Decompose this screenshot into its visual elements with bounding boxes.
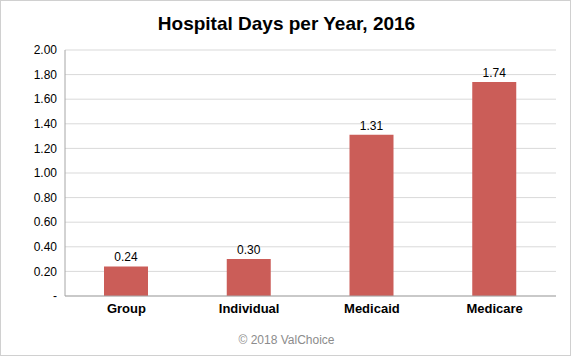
svg-text:1.80: 1.80 — [34, 68, 58, 82]
svg-text:Medicaid: Medicaid — [344, 301, 400, 316]
svg-text:-: - — [53, 289, 57, 303]
svg-text:0.30: 0.30 — [237, 243, 261, 257]
svg-text:0.80: 0.80 — [34, 191, 58, 205]
svg-text:1.00: 1.00 — [34, 166, 58, 180]
svg-text:Individual: Individual — [219, 301, 280, 316]
svg-text:1.60: 1.60 — [34, 92, 58, 106]
svg-text:1.40: 1.40 — [34, 117, 58, 131]
svg-text:Group: Group — [107, 301, 146, 316]
svg-text:1.20: 1.20 — [34, 142, 58, 156]
svg-text:0.60: 0.60 — [34, 215, 58, 229]
svg-text:1.31: 1.31 — [360, 119, 384, 133]
html-text:© 2018 ValChoice: © 2018 ValChoice — [238, 333, 335, 347]
html-text:Hospital Days per Year, 2016: Hospital Days per Year, 2016 — [157, 13, 416, 34]
svg-text:1.74: 1.74 — [483, 66, 507, 80]
svg-text:0.24: 0.24 — [114, 250, 138, 264]
svg-text:0.40: 0.40 — [34, 240, 58, 254]
svg-text:0.20: 0.20 — [34, 265, 58, 279]
svg-text:2.00: 2.00 — [34, 43, 58, 57]
svg-text:Medicare: Medicare — [466, 301, 522, 316]
